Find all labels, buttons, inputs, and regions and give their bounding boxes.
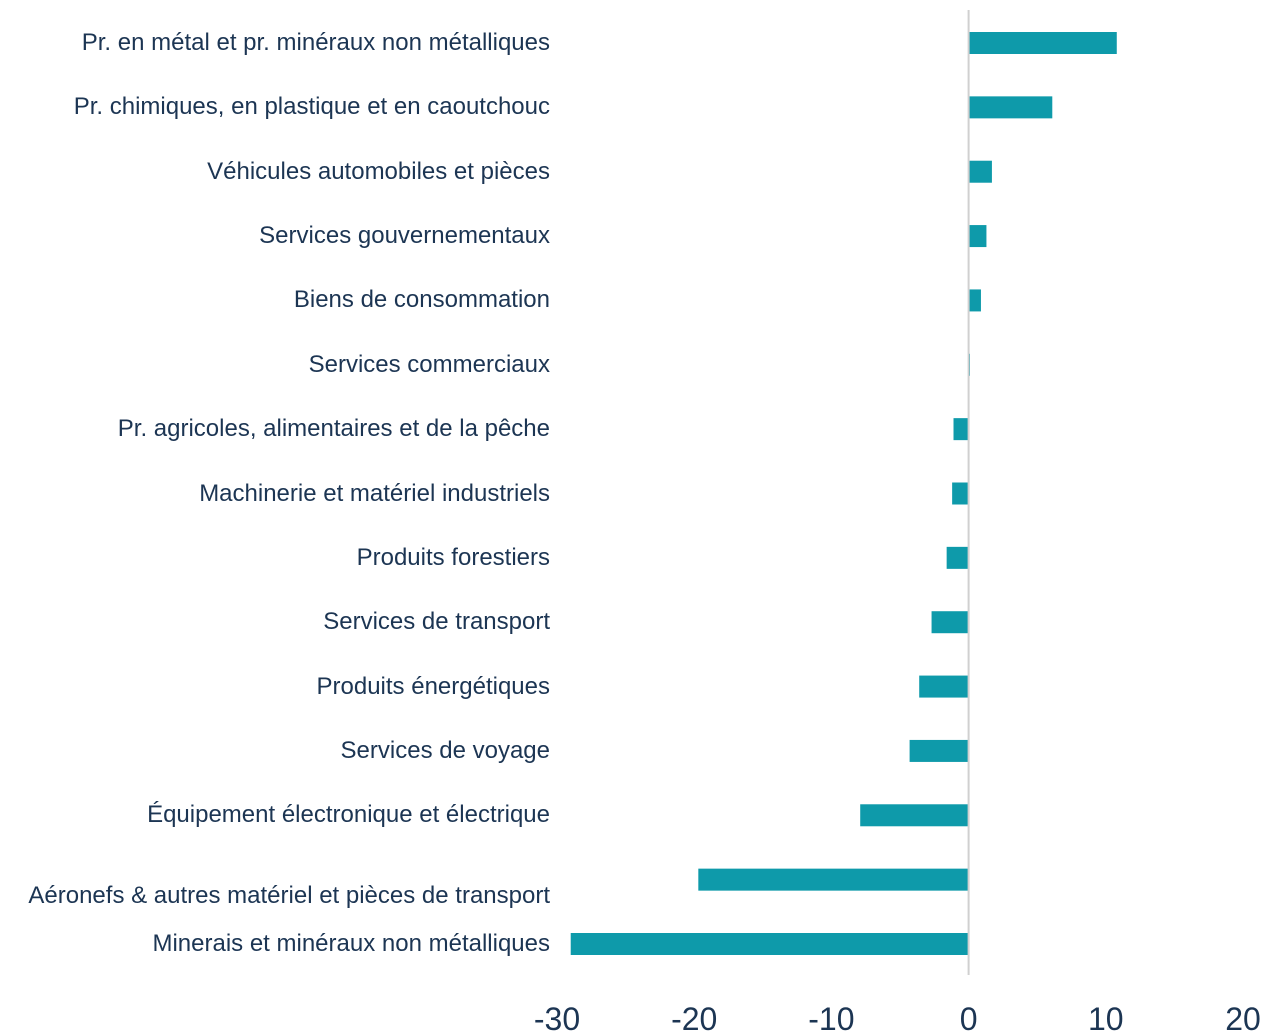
x-tick-label: 0	[960, 1001, 978, 1031]
category-label: Produits forestiers	[356, 543, 550, 571]
category-label: Biens de consommation	[293, 286, 550, 314]
bar	[952, 482, 969, 505]
bar	[968, 289, 981, 312]
category-label: Véhicules automobiles et pièces	[207, 157, 550, 185]
category-label: Services gouvernementaux	[259, 222, 550, 250]
x-tick-label: -20	[671, 1001, 717, 1031]
category-label: Services de voyage	[340, 736, 550, 764]
bar	[860, 804, 969, 827]
category-label: Équipement électronique et électrique	[147, 801, 550, 829]
category-label: Aéronefs & autres matériel et pièces de …	[28, 881, 550, 909]
category-label: Services de transport	[323, 608, 550, 636]
x-tick-label: -30	[534, 1001, 580, 1031]
category-label: Minerais et minéraux non métalliques	[152, 930, 550, 957]
x-tick-label: -10	[808, 1001, 854, 1031]
category-label: Machinerie et matériel industriels	[199, 479, 550, 507]
bar	[946, 546, 969, 569]
category-label: Pr. en métal et pr. minéraux non métalli…	[81, 29, 550, 56]
x-tick-label: 20	[1225, 1001, 1261, 1031]
category-label: Pr. agricoles, alimentaires et de la pêc…	[117, 415, 550, 443]
bar	[698, 868, 969, 891]
category-label: Pr. chimiques, en plastique et en caoutc…	[73, 93, 550, 121]
bar	[919, 675, 969, 698]
bar	[931, 611, 969, 634]
category-label: Services commerciaux	[308, 350, 550, 378]
bar	[570, 933, 969, 955]
bar	[968, 160, 992, 183]
bar	[953, 418, 969, 441]
category-label: Produits énergétiques	[316, 672, 550, 700]
bar	[909, 739, 969, 762]
bar	[968, 96, 1053, 119]
bar	[968, 32, 1117, 54]
x-tick-label: 10	[1088, 1001, 1124, 1031]
bar	[968, 225, 987, 248]
